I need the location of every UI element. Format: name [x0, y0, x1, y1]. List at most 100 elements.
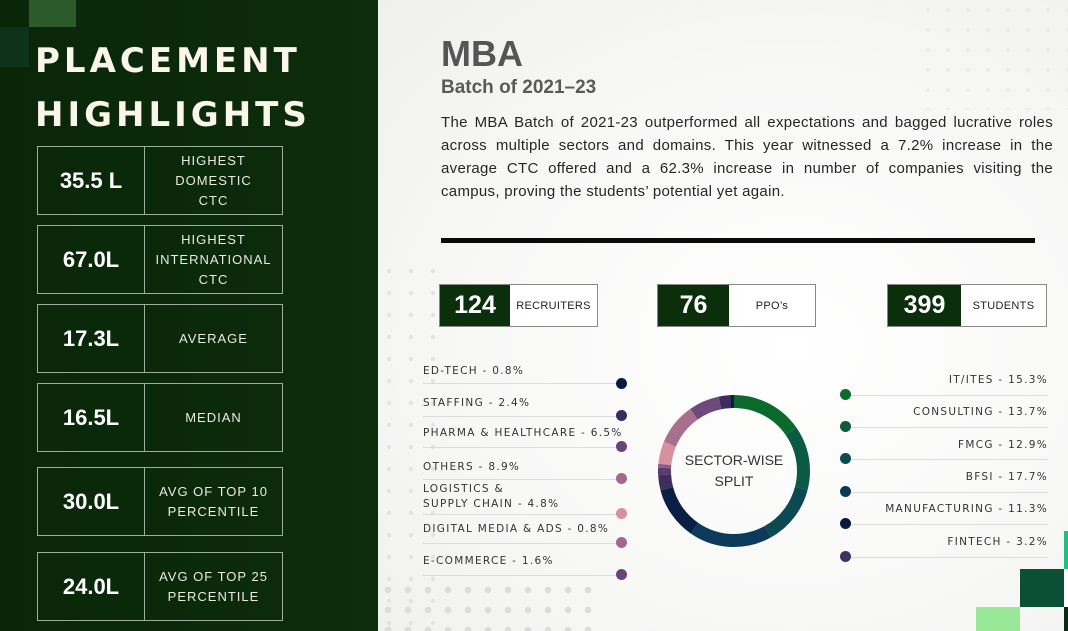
stat-label: AVG OF TOP 25 PERCENTILE: [159, 568, 268, 604]
stat-highest-domestic-ctc: 35.5 L HIGHEST DOMESTIC CTC: [37, 146, 283, 215]
description-paragraph: The MBA Batch of 2021-23 outperformed al…: [441, 114, 1053, 200]
donut-label-line1: SECTOR-WISE: [684, 452, 784, 468]
divider: [441, 238, 1035, 243]
legend-label: ED-TECH - 0.8%: [423, 365, 525, 377]
legend-dot: [840, 518, 851, 529]
legend-item-fintech: FINTECH - 3.2%: [840, 535, 1048, 562]
decorative-square: [976, 607, 1020, 631]
legend-item-others: OTHERS - 8.9%: [423, 460, 633, 484]
kpi-label: RECRUITERS: [516, 299, 591, 312]
stat-label: AVG OF TOP 10 PERCENTILE: [159, 483, 268, 519]
legend-label: FMCG - 12.9%: [958, 439, 1048, 451]
decorative-dots: [918, 0, 1068, 110]
segment-bfsi: [658, 395, 810, 547]
kpi-value: 76: [658, 285, 729, 326]
legend-label: SUPPLY CHAIN - 4.8%: [423, 498, 560, 510]
legend-line: [423, 416, 623, 417]
decorative-dots: [378, 580, 598, 631]
stat-label: HIGHEST INTERNATIONAL CTC: [155, 231, 272, 287]
legend-line: [423, 575, 623, 576]
program-title: MBA: [441, 33, 523, 74]
legend-item-digital-media-ads: DIGITAL MEDIA & ADS - 0.8%: [423, 522, 633, 548]
legend-label: STAFFING - 2.4%: [423, 397, 531, 409]
legend-item-staffing: STAFFING - 2.4%: [423, 396, 633, 421]
legend-line: [423, 447, 623, 448]
stat-average: 17.3L AVERAGE: [37, 304, 283, 373]
decorative-square: [1020, 569, 1064, 607]
legend-label: PHARMA & HEALTHCARE - 6.5%: [423, 427, 623, 439]
stat-label: HIGHEST DOMESTIC CTC: [175, 152, 252, 208]
legend-item-manufacturing: MANUFACTURING - 11.3%: [840, 502, 1048, 529]
decorative-dots: [378, 260, 438, 631]
decorative-square: [0, 27, 29, 67]
stat-median: 16.5L MEDIAN: [37, 383, 283, 452]
legend-line: [423, 514, 623, 515]
kpi-label: STUDENTS: [972, 299, 1035, 312]
panel-title: PLACEMENT HIGHLIGHTS: [35, 34, 311, 142]
stat-label: MEDIAN: [185, 409, 242, 425]
decorative-square: [1064, 569, 1068, 607]
decorative-square: [1064, 531, 1068, 569]
donut-label-line2: SPLIT: [714, 473, 754, 489]
kpi-value: 399: [888, 285, 961, 326]
title-line-2: HIGHLIGHTS: [35, 95, 311, 135]
legend-label: CONSULTING - 13.7%: [913, 406, 1048, 418]
stat-avg-top-25-percentile: 24.0L AVG OF TOP 25 PERCENTILE: [37, 552, 283, 621]
sector-split-donut-chart: [658, 395, 810, 547]
stat-value: 17.3L: [38, 305, 145, 372]
legend-item-ed-tech: ED-TECH - 0.8%: [423, 364, 633, 389]
legend-dot: [840, 551, 851, 562]
mba-content: MBA Batch of 2021–23 The MBA Batch of 20…: [378, 0, 1068, 631]
legend-label: IT/ITES - 15.3%: [948, 374, 1048, 386]
legend-dot: [616, 378, 627, 389]
legend-line: [848, 492, 1048, 493]
legend-line: [423, 383, 623, 384]
legend-label: LOGISTICS &: [423, 483, 504, 495]
legend-label: BFSI - 17.7%: [965, 471, 1048, 483]
legend-label: DIGITAL MEDIA & ADS - 0.8%: [423, 523, 610, 535]
legend-dot: [616, 569, 627, 580]
decorative-square: [1064, 607, 1068, 631]
legend-item-it-ites: IT/ITES - 15.3%: [840, 373, 1048, 400]
legend-item-fmcg: FMCG - 12.9%: [840, 438, 1048, 464]
legend-dot: [616, 473, 627, 484]
legend-label: OTHERS - 8.9%: [423, 461, 521, 473]
legend-line: [848, 557, 1048, 558]
legend-dot: [616, 441, 627, 452]
legend-dot: [840, 421, 851, 432]
donut-center-label: SECTOR-WISE SPLIT: [658, 395, 810, 547]
kpi-label: PPO’s: [755, 299, 789, 312]
legend-item-consulting: CONSULTING - 13.7%: [840, 405, 1048, 432]
legend-item-logistics-supply-chain: LOGISTICS & SUPPLY CHAIN - 4.8%: [423, 482, 633, 519]
legend-label: FINTECH - 3.2%: [947, 536, 1048, 548]
stat-highest-international-ctc: 67.0L HIGHEST INTERNATIONAL CTC: [37, 225, 283, 294]
kpi-students: 399 STUDENTS: [887, 284, 1047, 327]
placement-highlights-panel: PLACEMENT HIGHLIGHTS 35.5 L HIGHEST DOME…: [0, 0, 378, 631]
legend-dot: [616, 410, 627, 421]
title-line-1: PLACEMENT: [35, 41, 301, 81]
stat-value: 30.0L: [38, 468, 145, 535]
segment-ed-tech: [658, 395, 810, 547]
stat-value: 35.5 L: [38, 147, 145, 214]
segment-consulting: [658, 395, 810, 547]
legend-dot: [616, 537, 627, 548]
legend-dot: [840, 389, 851, 400]
stat-label: AVERAGE: [179, 330, 248, 346]
legend-line: [848, 427, 1048, 428]
kpi-ppos: 76 PPO’s: [657, 284, 816, 327]
legend-item-e-commerce: E-COMMERCE - 1.6%: [423, 554, 633, 580]
legend-line: [423, 543, 623, 544]
batch-subtitle: Batch of 2021–23: [441, 77, 597, 98]
kpi-recruiters: 124 RECRUITERS: [439, 284, 598, 327]
legend-line: [848, 395, 1048, 396]
legend-item-bfsi: BFSI - 17.7%: [840, 470, 1048, 497]
stat-value: 67.0L: [38, 226, 145, 293]
legend-label: E-COMMERCE - 1.6%: [423, 555, 554, 567]
legend-dot: [840, 486, 851, 497]
legend-line: [423, 479, 623, 480]
legend-line: [848, 459, 1048, 460]
kpi-value: 124: [440, 285, 510, 326]
stat-avg-top-10-percentile: 30.0L AVG OF TOP 10 PERCENTILE: [37, 467, 283, 536]
legend-item-pharma-healthcare: PHARMA & HEALTHCARE - 6.5%: [423, 426, 633, 452]
stat-value: 16.5L: [38, 384, 145, 451]
